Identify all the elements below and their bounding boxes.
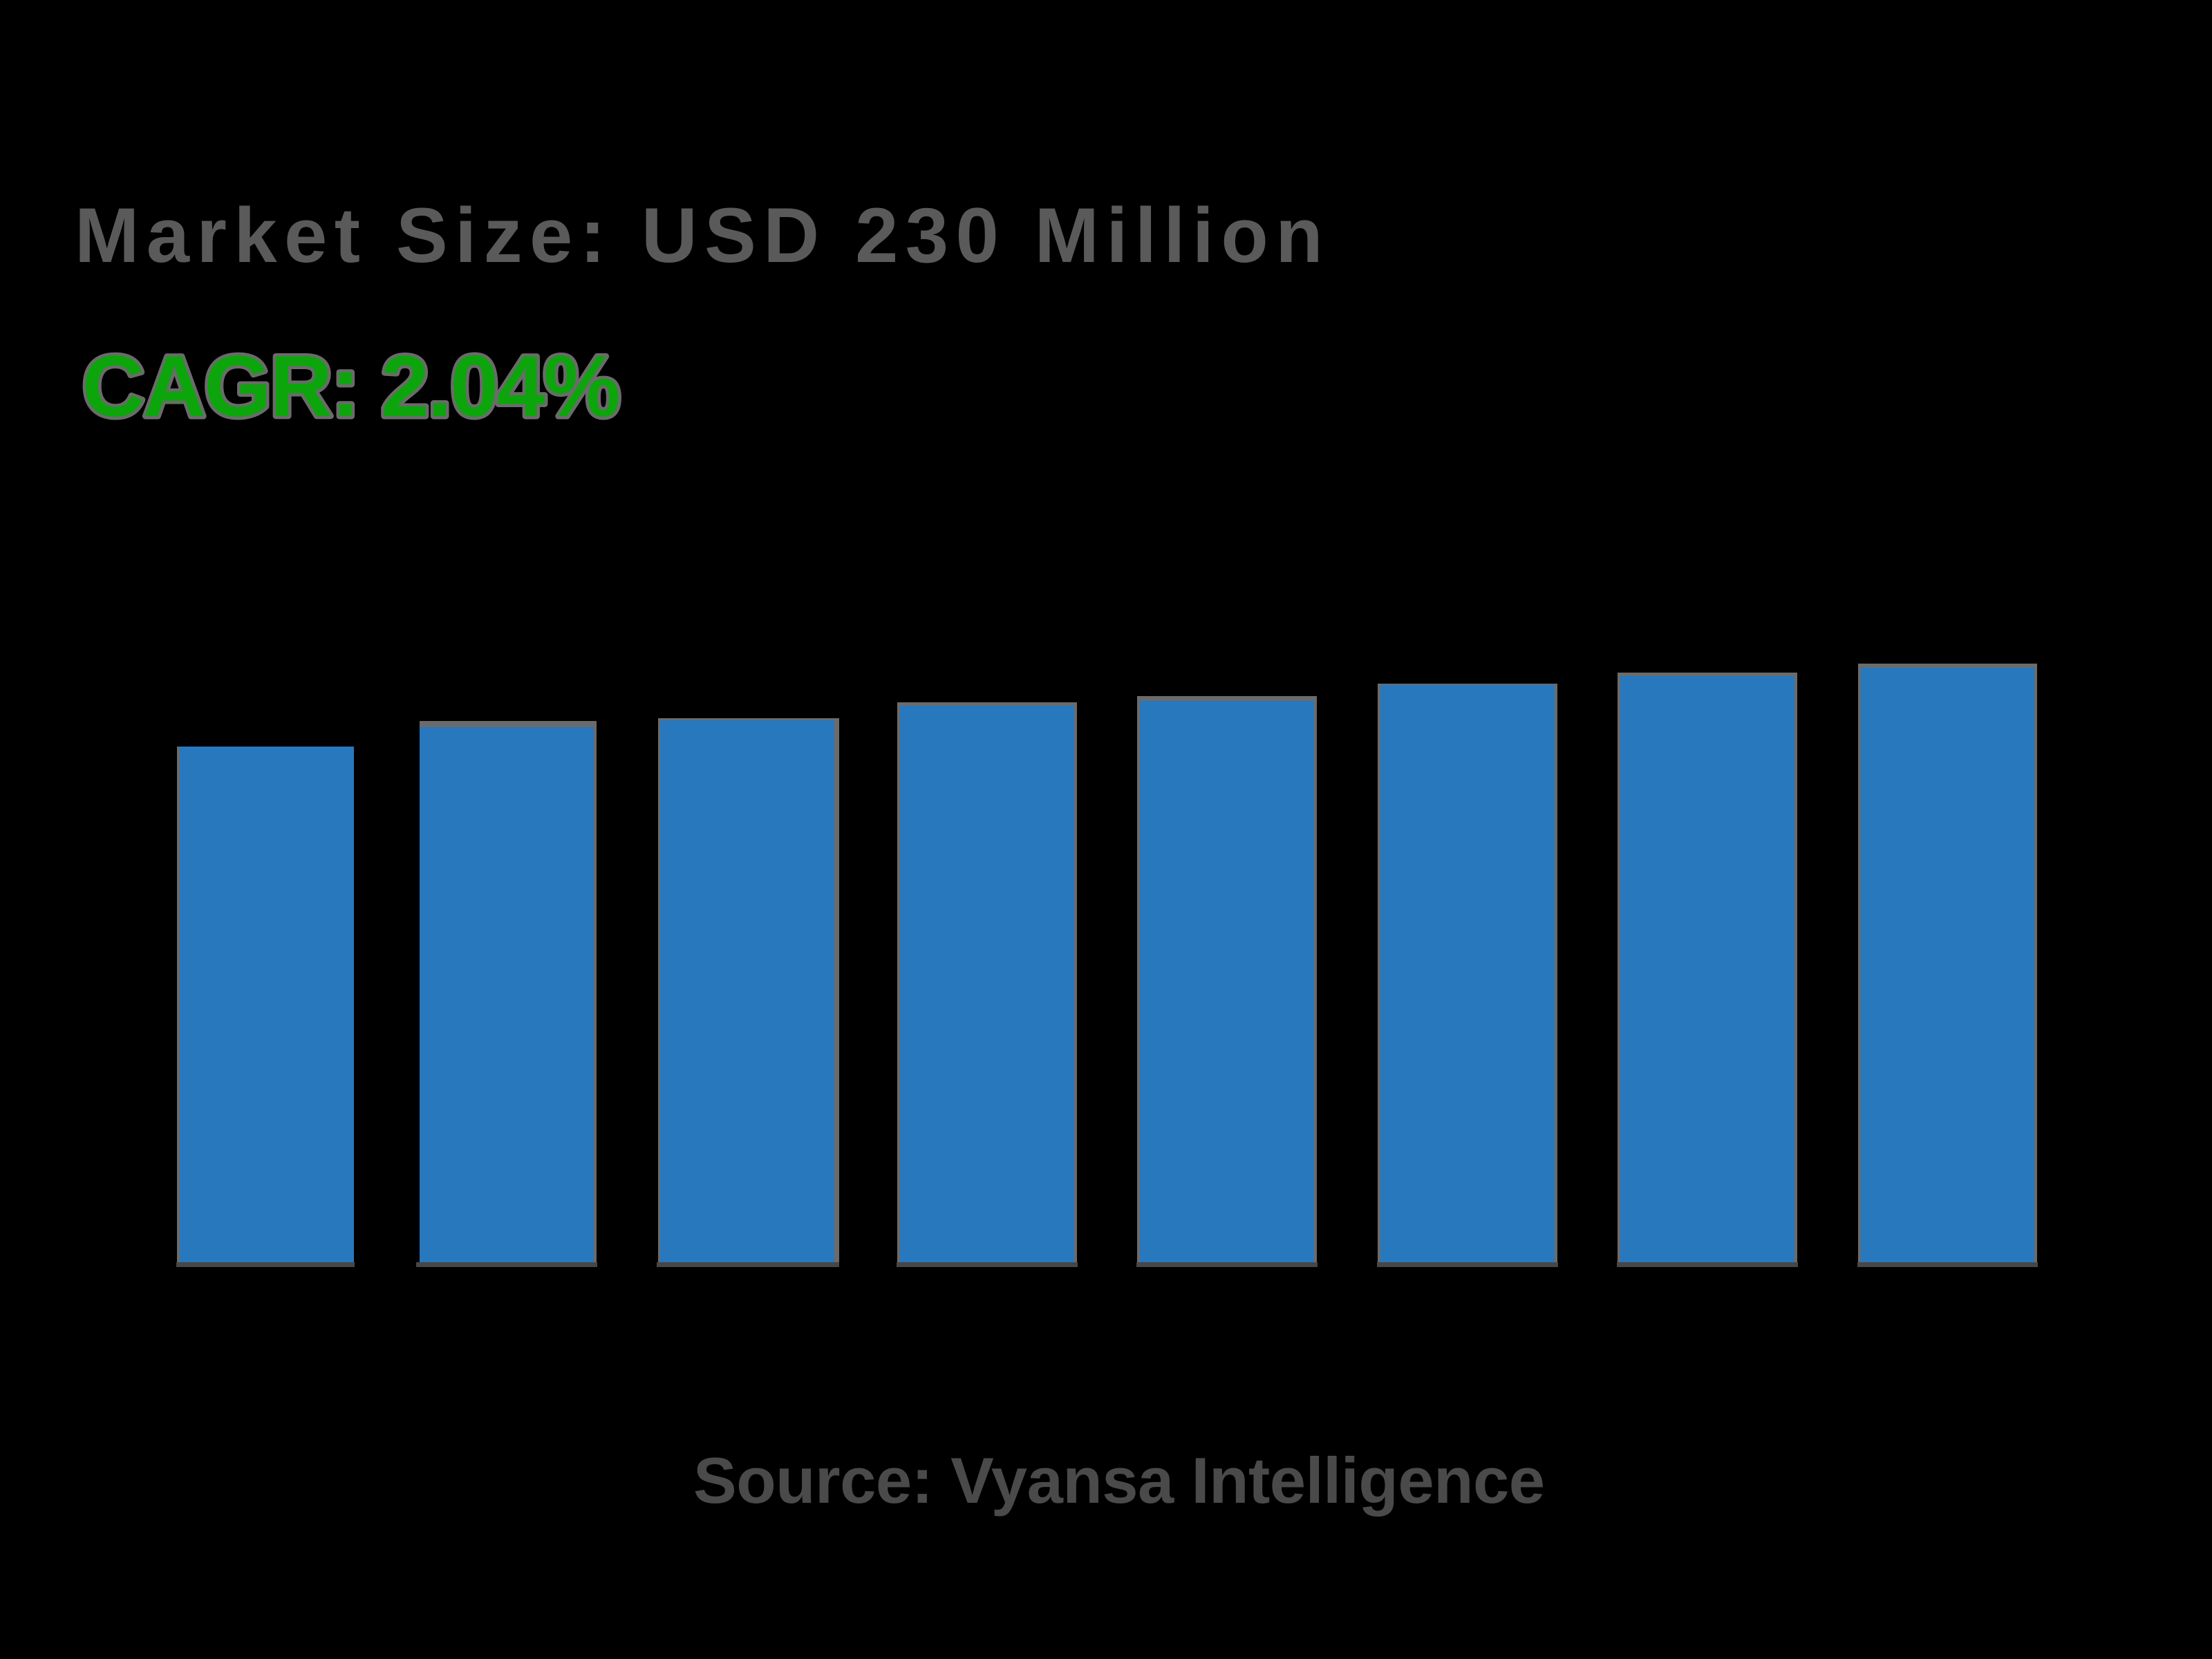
- svg-text:CAGR: 2.04%: CAGR: 2.04%: [82, 339, 619, 435]
